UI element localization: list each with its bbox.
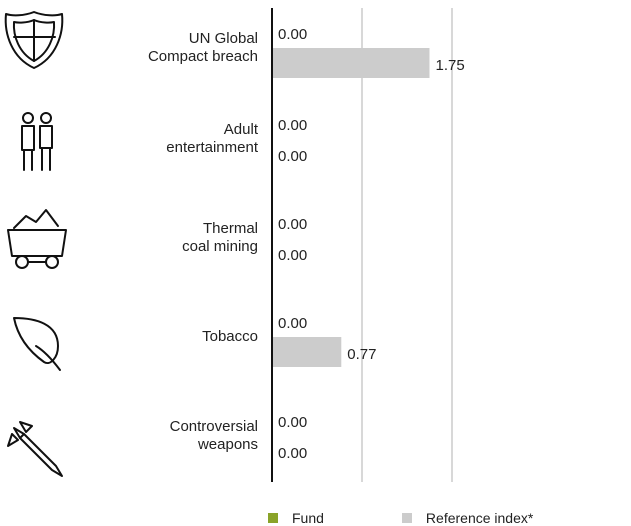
bar-reference: [272, 48, 430, 78]
legend: Fund Reference index*: [268, 510, 533, 526]
missile-icon: [7, 421, 63, 477]
value-label-reference: 0.77: [347, 346, 376, 363]
category-label: UN Global Compact breach: [148, 30, 258, 65]
value-label-reference: 0.00: [278, 247, 307, 264]
category-label: Tobacco: [202, 328, 258, 345]
category-label: Controversial weapons: [170, 418, 258, 453]
legend-item-reference: Reference index*: [401, 510, 534, 526]
value-label-fund: 0.00: [278, 26, 307, 43]
legend-item-fund: Fund: [268, 510, 324, 526]
legend-label-fund: Fund: [292, 510, 324, 526]
category-label: Adult entertainment: [166, 121, 259, 156]
legend-swatch-fund: [268, 513, 278, 523]
value-label-fund: 0.00: [278, 414, 307, 431]
bar-reference: [272, 337, 342, 367]
value-label-reference: 1.75: [436, 57, 465, 74]
legend-label-reference: Reference index*: [425, 510, 534, 526]
legend-swatch-reference: [401, 513, 412, 523]
value-label-fund: 0.00: [278, 117, 307, 134]
shield-icon: [4, 11, 64, 69]
value-label-reference: 0.00: [278, 445, 307, 462]
coal-cart-icon: [7, 209, 67, 269]
people-icon: [21, 112, 53, 171]
value-label-reference: 0.00: [278, 148, 307, 165]
category-label: Thermal coal mining: [182, 220, 258, 255]
value-label-fund: 0.00: [278, 315, 307, 332]
value-label-fund: 0.00: [278, 216, 307, 233]
leaf-icon: [13, 317, 61, 371]
